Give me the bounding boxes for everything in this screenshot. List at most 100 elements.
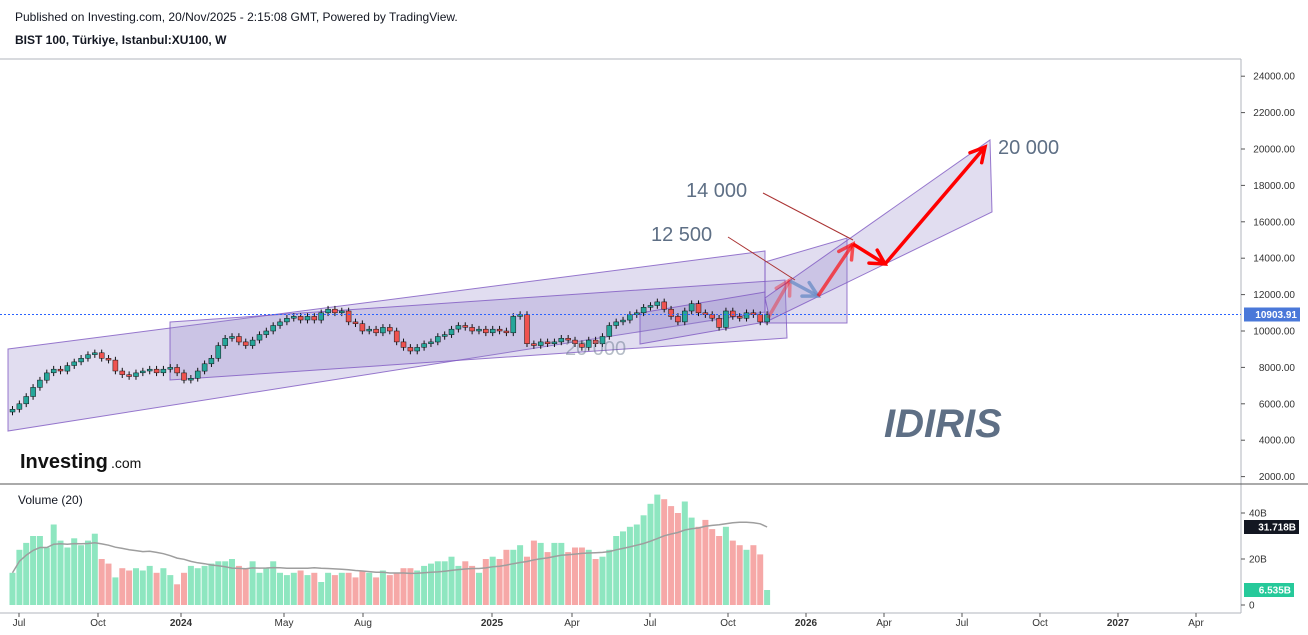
candle-down <box>572 339 578 344</box>
candle-up <box>85 354 91 359</box>
volume-bar <box>455 565 462 605</box>
volume-bar <box>599 556 606 605</box>
volume-bar <box>325 572 332 605</box>
candle-up <box>188 378 194 381</box>
volume-bar <box>338 572 345 605</box>
volume-tick-label: 0 <box>1249 601 1255 612</box>
candle-down <box>592 339 599 344</box>
price-tick-label: 18000.00 <box>1253 181 1295 192</box>
volume-bar <box>414 570 421 605</box>
forecast-channel-upper <box>764 139 993 321</box>
candle-up <box>194 370 201 379</box>
candle-up <box>133 372 139 377</box>
annotation-20000[interactable]: 20 000 <box>998 137 1059 159</box>
volume-bar <box>133 568 139 605</box>
forecast-arrows[interactable] <box>727 144 988 319</box>
candle-up <box>688 303 695 312</box>
price-tick-label: 16000.00 <box>1253 217 1295 228</box>
volume-bar <box>551 542 558 605</box>
annotation-14000[interactable]: 14 000 <box>686 180 747 202</box>
candle-down <box>181 372 187 381</box>
arrow-pullback-1-line <box>789 279 819 298</box>
price-tick-label: 14000.00 <box>1253 254 1295 265</box>
candle-down <box>730 310 736 317</box>
symbol-title: BIST 100, Türkiye, Istanbul:XU100, W <box>15 33 227 47</box>
volume-bar <box>517 545 524 605</box>
candle-up <box>284 318 290 323</box>
candle-up <box>476 328 482 332</box>
volume-bar <box>153 572 160 605</box>
volume-bar <box>448 556 455 605</box>
volume-bar <box>167 575 174 605</box>
candle-up <box>270 325 276 332</box>
volume-bar <box>187 565 194 605</box>
volume-bar <box>421 565 428 605</box>
volume-bar <box>592 559 599 605</box>
volume-bar <box>373 577 380 605</box>
candle-up <box>585 339 592 348</box>
candle-down <box>524 314 530 344</box>
candle-up <box>325 308 331 314</box>
volume-ma-badge-label: 31.718B <box>1258 523 1296 534</box>
candle-down <box>153 368 160 374</box>
investing-logo: Investing .com <box>20 451 141 473</box>
candle-down <box>98 352 105 359</box>
candle-down <box>387 327 393 332</box>
volume-bar <box>736 545 743 605</box>
candle-down <box>174 367 180 374</box>
volume-bar <box>386 575 393 605</box>
arrow-rise-20000-head <box>968 144 988 165</box>
candle-up <box>599 336 606 345</box>
volume-bar <box>757 554 764 605</box>
candle-up <box>78 358 84 363</box>
candle-down <box>126 374 132 377</box>
volume-bar <box>345 572 352 605</box>
candle-up <box>249 339 256 346</box>
volume-bar <box>50 524 57 605</box>
price-tick-label: 24000.00 <box>1253 72 1295 83</box>
candle-up <box>208 358 215 365</box>
candle-down <box>297 316 304 321</box>
volume-bar <box>297 570 304 605</box>
channel-drawings[interactable] <box>7 139 993 432</box>
volume-bar <box>441 561 448 605</box>
volume-bar <box>208 563 215 605</box>
volume-bar <box>434 561 441 605</box>
candle-up <box>160 368 167 374</box>
candle-up <box>44 372 50 381</box>
price-candles <box>0 298 1241 416</box>
candle-down <box>496 328 503 332</box>
annotation-12500[interactable]: 12 500 <box>651 224 712 246</box>
volume-bar <box>277 572 283 605</box>
annotation-faint-20000[interactable]: 20 000 <box>565 338 626 360</box>
volume-bar <box>290 572 297 605</box>
volume-bar <box>503 549 510 605</box>
candle-down <box>112 359 119 372</box>
volume-ma-badge <box>1244 520 1299 534</box>
volume-bars <box>9 494 771 605</box>
candle-down <box>105 358 112 361</box>
volume-bar <box>613 536 620 605</box>
candle-up <box>263 330 270 335</box>
candle-down <box>565 338 571 341</box>
candle-down <box>57 368 64 372</box>
candle-up <box>428 341 434 344</box>
forecast-box-1 <box>764 237 848 324</box>
volume-bar <box>640 515 647 605</box>
volume-bar <box>36 536 43 605</box>
candle-up <box>620 319 626 323</box>
published-caption: Published on Investing.com, 20/Nov/2025 … <box>15 10 458 24</box>
volume-ma-line <box>11 521 768 575</box>
candle-down <box>709 314 715 319</box>
volume-bar <box>572 547 578 605</box>
candle-up <box>318 312 324 321</box>
candle-up <box>455 325 462 330</box>
price-axis[interactable]: 24000.00 22000.00 20000.00 18000.00 16000.00… <box>1241 72 1300 483</box>
volume-bar <box>98 559 105 605</box>
volume-bar <box>9 572 16 605</box>
logo-suffix: .com <box>111 455 141 471</box>
volume-title: Volume (20) <box>18 493 83 507</box>
time-axis[interactable]: Jul Oct 2024 May Aug 2025 Apr Jul Oct 2026 Apr Jul O… <box>13 613 1205 629</box>
volume-axis[interactable]: 40B 20B 0 31.718B 6.535B <box>1241 509 1299 612</box>
